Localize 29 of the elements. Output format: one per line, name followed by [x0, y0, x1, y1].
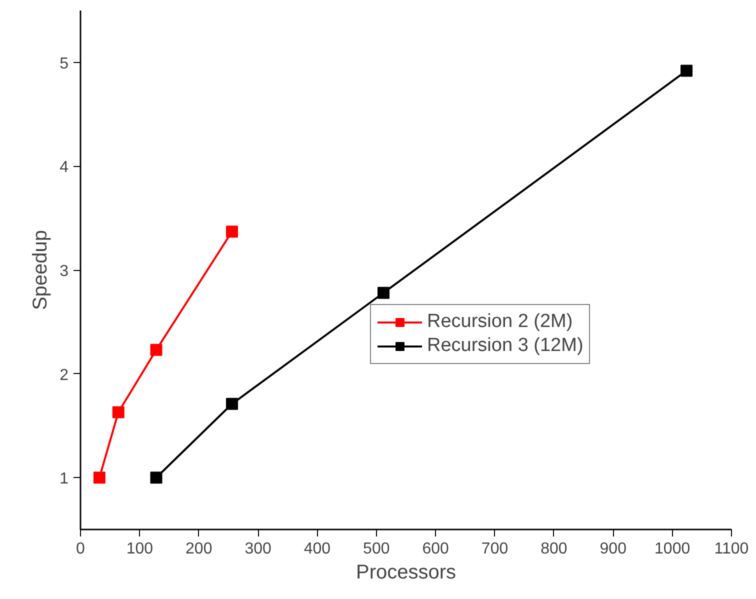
x-tick-label: 900 — [600, 540, 627, 558]
point — [378, 286, 390, 299]
point — [93, 472, 106, 484]
x-tick-label: 200 — [186, 540, 212, 558]
point — [680, 64, 693, 77]
x-tick-label: 700 — [481, 540, 508, 558]
x-tick-label: 800 — [540, 540, 568, 558]
x-tick-label: 300 — [244, 540, 272, 558]
x-axis-title: Processors — [356, 562, 456, 584]
x-tick-label: 100 — [126, 540, 154, 558]
x-tick-label: 1000 — [654, 540, 690, 558]
x-tick-label: 1100 — [714, 540, 749, 558]
y-tick-label: 2 — [60, 366, 69, 384]
x-tick-label: 0 — [76, 540, 86, 558]
legend-label: Recursion 2 (2M) — [427, 311, 573, 333]
point — [112, 406, 124, 418]
y-axis-title: Speedup — [30, 230, 52, 310]
x-tick-label: 400 — [304, 540, 331, 558]
y-tick-label: 5 — [60, 55, 69, 72]
y-tick-label: 1 — [60, 470, 69, 488]
point — [150, 344, 162, 356]
point — [226, 398, 238, 410]
x-tick-label: 500 — [363, 540, 390, 558]
y-tick-label: 4 — [60, 159, 69, 176]
legend-label: Recursion 3 (12M) — [427, 335, 584, 357]
point — [226, 226, 238, 238]
y-tick-label: 3 — [60, 263, 69, 280]
point — [150, 472, 162, 484]
x-tick-label: 600 — [422, 540, 450, 558]
